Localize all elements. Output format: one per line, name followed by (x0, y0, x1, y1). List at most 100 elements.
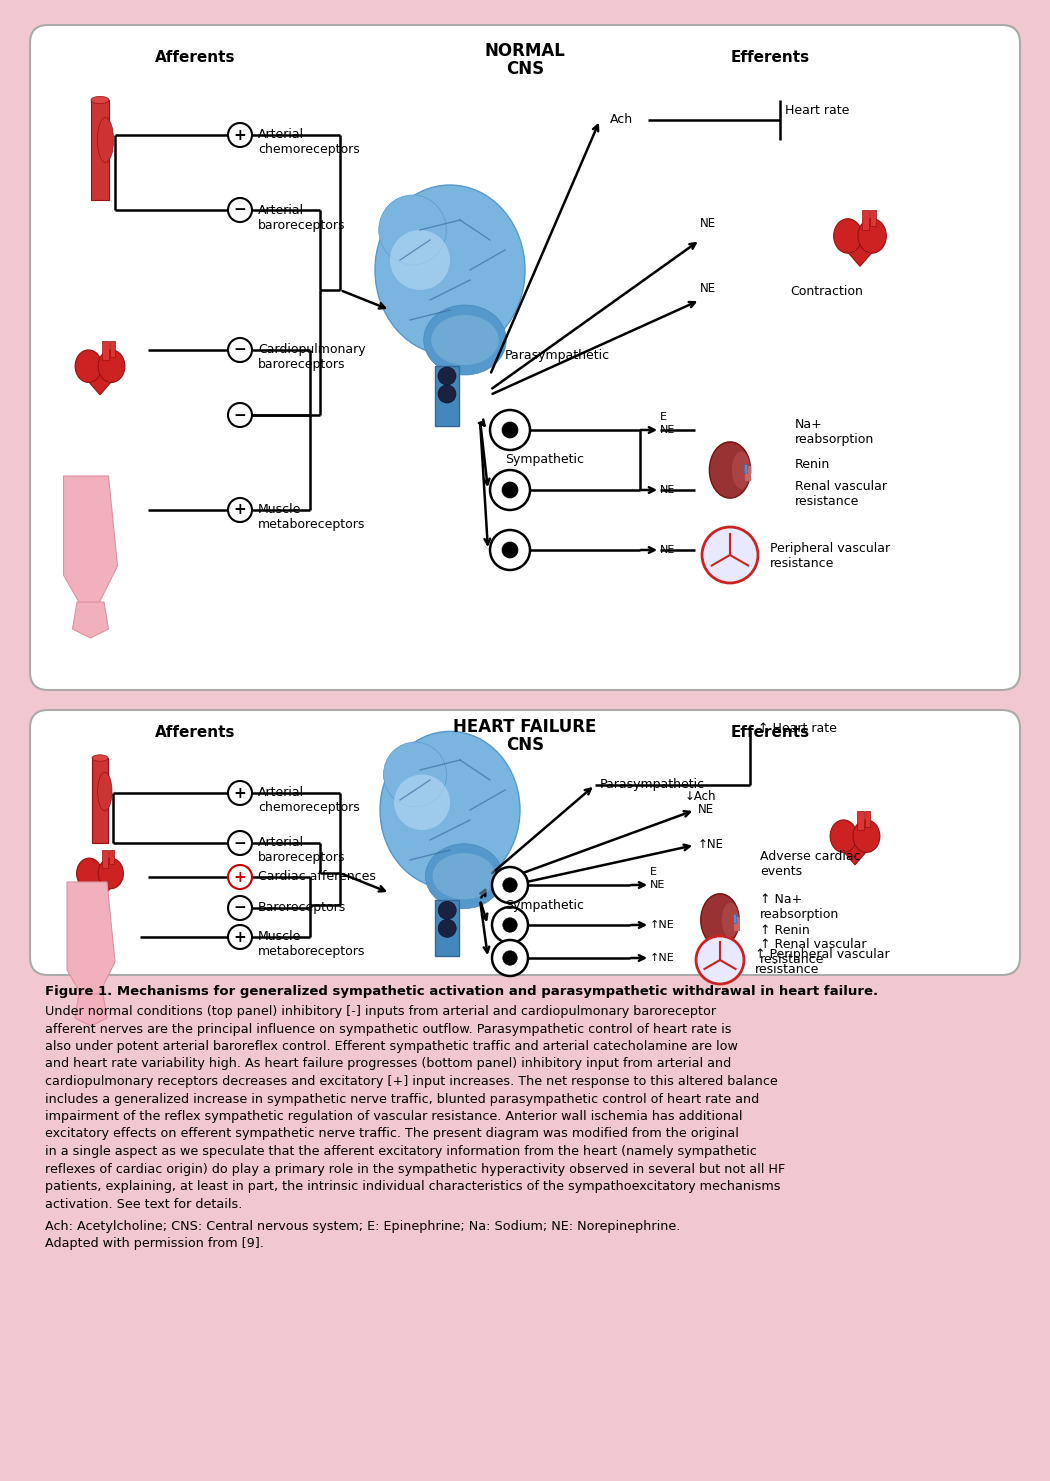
Text: Arterial: Arterial (258, 127, 304, 141)
Bar (743, 464, 748, 472)
Text: baroreceptors: baroreceptors (258, 219, 345, 233)
Text: ↑ Heart rate: ↑ Heart rate (758, 723, 837, 735)
Bar (733, 914, 736, 923)
Circle shape (438, 385, 456, 403)
Text: +: + (233, 785, 247, 801)
Ellipse shape (425, 844, 503, 909)
Circle shape (490, 410, 530, 450)
Ellipse shape (91, 96, 109, 104)
Text: Heart rate: Heart rate (785, 104, 849, 117)
Text: Efferents: Efferents (731, 50, 810, 65)
Text: CNS: CNS (506, 736, 544, 754)
Text: Muscle: Muscle (258, 504, 301, 515)
Ellipse shape (380, 732, 520, 889)
Text: Arterial: Arterial (258, 786, 304, 800)
Circle shape (492, 940, 528, 976)
Text: Adapted with permission from [9].: Adapted with permission from [9]. (45, 1237, 264, 1250)
Text: Na+: Na+ (795, 418, 823, 431)
Polygon shape (72, 601, 108, 638)
Bar (734, 917, 739, 930)
Circle shape (503, 918, 518, 932)
Ellipse shape (383, 742, 446, 807)
Ellipse shape (433, 853, 496, 899)
Text: includes a generalized increase in sympathetic nerve traffic, blunted parasympat: includes a generalized increase in sympa… (45, 1093, 759, 1105)
Circle shape (438, 902, 456, 920)
Text: NE: NE (698, 803, 714, 816)
Text: ↑NE: ↑NE (650, 920, 675, 930)
Ellipse shape (831, 820, 857, 853)
Text: reflexes of cardiac origin) do play a primary role in the sympathetic hyperactiv: reflexes of cardiac origin) do play a pr… (45, 1163, 785, 1176)
Ellipse shape (379, 195, 446, 265)
Bar (109, 850, 114, 865)
Text: NORMAL: NORMAL (484, 41, 566, 61)
Text: events: events (760, 865, 802, 878)
Text: CNS: CNS (506, 61, 544, 78)
Text: reabsorption: reabsorption (795, 432, 875, 446)
Text: metaboreceptors: metaboreceptors (258, 518, 365, 532)
Text: activation. See text for details.: activation. See text for details. (45, 1198, 243, 1210)
Text: E: E (660, 412, 667, 422)
Text: chemoreceptors: chemoreceptors (258, 144, 360, 156)
Ellipse shape (375, 185, 525, 355)
Ellipse shape (76, 350, 102, 382)
Text: Cardiac afferences: Cardiac afferences (258, 869, 376, 883)
Text: Cardiopulmonary: Cardiopulmonary (258, 344, 365, 355)
Text: metaboreceptors: metaboreceptors (258, 945, 365, 958)
Ellipse shape (853, 820, 880, 853)
Text: resistance: resistance (795, 495, 859, 508)
Text: Ach: Ach (610, 113, 633, 126)
Ellipse shape (92, 755, 108, 761)
Text: Muscle: Muscle (258, 930, 301, 943)
Bar (102, 850, 108, 868)
Text: Renin: Renin (795, 458, 831, 471)
Text: +: + (233, 502, 247, 517)
Text: −: − (233, 203, 247, 218)
Text: NE: NE (660, 425, 675, 435)
Text: Under normal conditions (top panel) inhibitory [-] inputs from arterial and card: Under normal conditions (top panel) inhi… (45, 1006, 716, 1017)
Text: Baroreceptors: Baroreceptors (258, 900, 346, 914)
Circle shape (696, 936, 744, 983)
Text: NE: NE (660, 484, 675, 495)
Text: Afferents: Afferents (154, 50, 235, 65)
Polygon shape (76, 366, 125, 395)
Polygon shape (834, 235, 886, 267)
Bar (92, 758, 108, 843)
Bar (746, 467, 751, 481)
Bar (435, 366, 459, 427)
Bar (857, 812, 864, 831)
Circle shape (492, 866, 528, 903)
Text: NE: NE (700, 281, 716, 295)
Circle shape (228, 198, 252, 222)
Text: ↑ Na+: ↑ Na+ (760, 893, 802, 906)
Text: resistance: resistance (755, 963, 819, 976)
Ellipse shape (390, 230, 450, 290)
Text: ↑ Renin: ↑ Renin (760, 924, 810, 937)
Text: Renal vascular: Renal vascular (795, 480, 887, 493)
Ellipse shape (424, 305, 506, 375)
Ellipse shape (394, 775, 450, 829)
Text: in a single aspect as we speculate that the afferent excitatory information from: in a single aspect as we speculate that … (45, 1145, 757, 1158)
Bar (109, 341, 116, 357)
Text: patients, explaining, at least in part, the intrinsic individual characteristics: patients, explaining, at least in part, … (45, 1180, 780, 1194)
Text: excitatory effects on efferent sympathetic nerve traffic. The present diagram wa: excitatory effects on efferent sympathet… (45, 1127, 739, 1140)
Ellipse shape (98, 350, 125, 382)
Polygon shape (63, 475, 118, 607)
Text: ↑NE: ↑NE (650, 952, 675, 963)
Text: +: + (233, 930, 247, 945)
Circle shape (228, 926, 252, 949)
Text: ↑NE: ↑NE (698, 838, 724, 852)
Text: baroreceptors: baroreceptors (258, 852, 345, 863)
Text: NE: NE (700, 218, 716, 230)
Text: also under potent arterial baroreflex control. Efferent sympathetic traffic and : also under potent arterial baroreflex co… (45, 1040, 738, 1053)
Text: +: + (233, 127, 247, 142)
Text: Ach: Acetylcholine; CNS: Central nervous system; E: Epinephrine; Na: Sodium; NE:: Ach: Acetylcholine; CNS: Central nervous… (45, 1220, 680, 1234)
Polygon shape (67, 883, 116, 998)
Circle shape (702, 527, 758, 584)
Text: −: − (233, 900, 247, 915)
Text: ↑ Renal vascular: ↑ Renal vascular (760, 937, 866, 951)
Circle shape (438, 920, 456, 937)
Circle shape (503, 878, 518, 892)
Text: ↓Ach: ↓Ach (685, 789, 716, 803)
Text: NE: NE (650, 880, 666, 890)
Ellipse shape (721, 902, 739, 937)
